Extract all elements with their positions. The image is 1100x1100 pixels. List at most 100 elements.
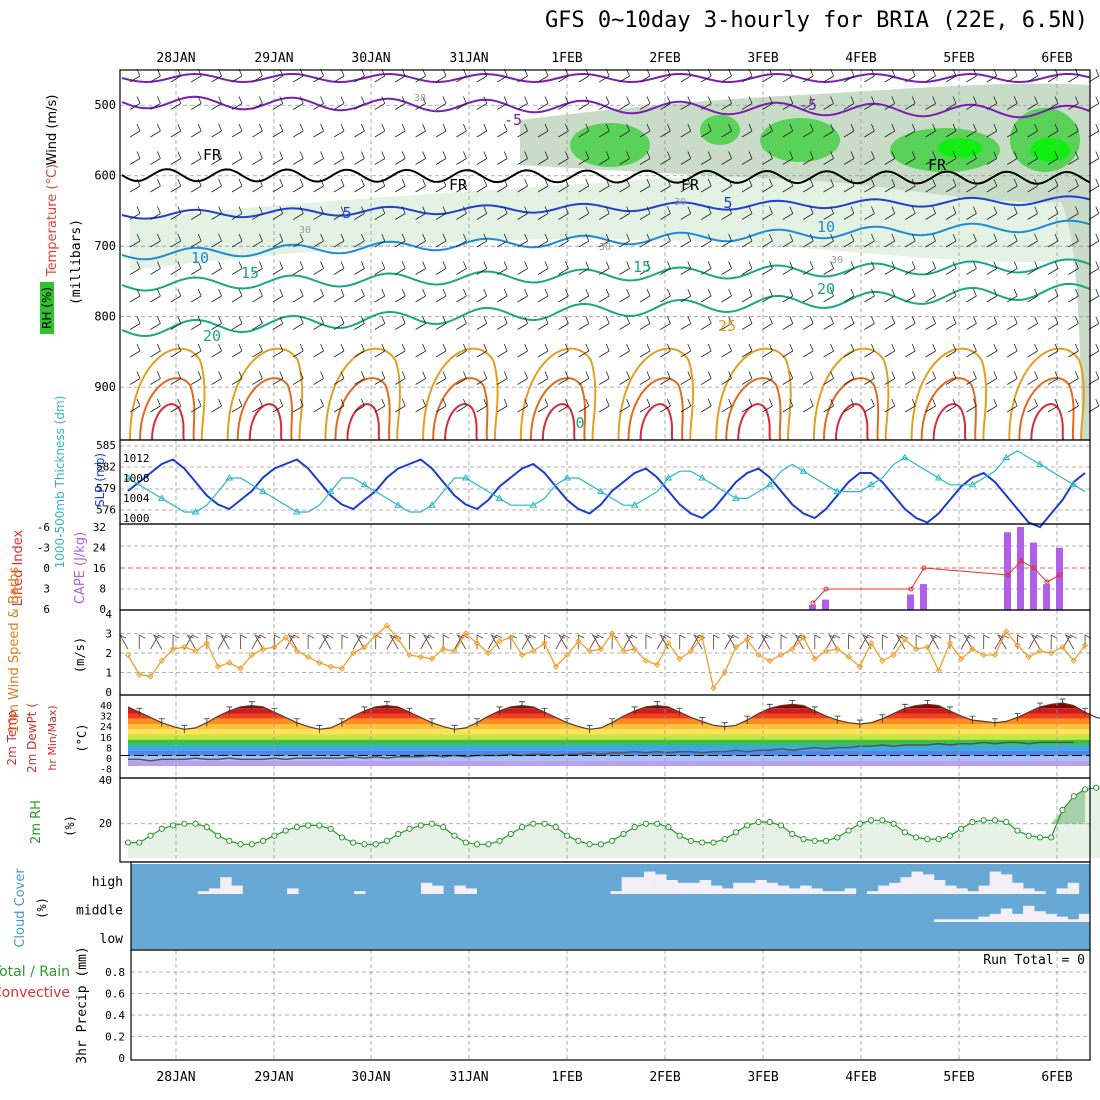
contour-label: 30 xyxy=(831,255,843,266)
wind-barb xyxy=(252,151,263,165)
wind-barb xyxy=(823,398,834,413)
temp-contour-35 xyxy=(248,403,283,441)
cloud-cell xyxy=(1034,891,1046,894)
wind-barb xyxy=(272,123,284,138)
wind-barb xyxy=(884,96,896,110)
date-label-top: 3FEB xyxy=(747,51,778,66)
wind-barb-10m xyxy=(285,634,300,650)
wind-barb xyxy=(802,178,814,193)
wind-speed-marker xyxy=(147,673,154,680)
cloud-cell xyxy=(844,888,857,894)
wind-barb xyxy=(292,123,304,138)
wind-barb xyxy=(660,343,671,358)
wind-barb xyxy=(578,178,590,193)
temp-minmax-bar xyxy=(609,718,616,727)
rh-marker xyxy=(406,825,413,832)
cape-bar xyxy=(1030,542,1037,610)
wind-barb xyxy=(741,233,753,248)
wind-barb xyxy=(966,371,977,385)
contour-label: 5 xyxy=(723,194,732,212)
wind-barb xyxy=(272,398,284,413)
temp-axis-label: 2m Temp xyxy=(5,710,19,765)
wind-barb xyxy=(864,288,875,303)
thickness-marker xyxy=(867,480,875,488)
cloud-cell xyxy=(956,888,968,894)
wind-barb xyxy=(211,261,222,275)
wind-barb xyxy=(129,288,141,303)
wind-speed-marker xyxy=(383,622,391,629)
wind-barb xyxy=(333,178,345,193)
wind-barb xyxy=(639,316,651,330)
temp-contour-25 xyxy=(812,347,890,441)
wind-barb xyxy=(619,261,630,275)
rh-marker xyxy=(1014,827,1021,834)
wind-barb xyxy=(884,398,896,413)
wind-barb xyxy=(680,261,692,275)
wind-barb xyxy=(537,96,549,110)
thickness-marker xyxy=(1002,453,1011,461)
wind-barb xyxy=(823,288,834,303)
cloud-cell xyxy=(922,874,935,894)
wind-barb xyxy=(680,371,692,385)
rh-marker xyxy=(991,817,999,824)
rh-marker xyxy=(856,820,863,827)
rh-marker xyxy=(958,825,965,832)
temp-minmax-bar xyxy=(654,701,661,710)
temp-tick-label: -8 xyxy=(100,765,112,776)
wind-barb xyxy=(537,316,549,330)
wind-barb xyxy=(537,288,549,303)
thickness-series-line xyxy=(127,450,1086,513)
wind-barb-10m xyxy=(794,634,804,650)
thickness-tick-label: 579 xyxy=(96,482,116,495)
precip-tick-label: 0.6 xyxy=(105,988,125,1001)
wind-barb xyxy=(680,316,692,330)
temperature-band xyxy=(128,724,1090,730)
rh-marker xyxy=(305,822,312,829)
wind-barb xyxy=(211,288,222,303)
wind-speed-axis-label: 10m Wind Speed & Barbs xyxy=(7,567,22,734)
wind-barb xyxy=(517,233,528,248)
temp-minmax-bar xyxy=(248,701,255,710)
lifted-index-marker xyxy=(1044,579,1050,585)
wind-barb xyxy=(558,261,569,275)
wind-barb xyxy=(945,261,957,275)
wind-barb xyxy=(1006,123,1018,138)
wind-barb xyxy=(517,123,528,138)
wind-barb xyxy=(150,206,161,220)
wind-barb xyxy=(435,151,447,165)
wind-barb xyxy=(333,151,345,165)
wind-barb xyxy=(435,123,447,138)
wind-barb xyxy=(925,151,936,165)
wind-barb xyxy=(843,261,855,275)
wind-barb xyxy=(354,398,365,413)
wind-barb xyxy=(721,233,732,248)
wind-barb xyxy=(476,233,488,248)
rh-marker xyxy=(541,820,548,827)
lifted-index-axis-label: Lifted Index xyxy=(11,529,26,606)
rh-marker xyxy=(890,820,897,827)
wind-barb xyxy=(558,343,569,358)
wind-barb xyxy=(762,151,773,165)
cloud-cell xyxy=(621,877,634,894)
cloud-cell xyxy=(465,888,477,894)
rh-marker xyxy=(924,836,931,843)
wind-barb xyxy=(700,343,712,358)
wind-barb-10m xyxy=(321,634,332,650)
wind-barb xyxy=(598,288,610,303)
wind-barb xyxy=(231,123,243,138)
cloud-cell xyxy=(1023,905,1035,922)
wind-speed-marker xyxy=(214,663,222,670)
wind-barb xyxy=(945,398,957,413)
temp-minmax-bar xyxy=(879,714,886,723)
temp-tick-label: 24 xyxy=(100,722,112,733)
wind-barb xyxy=(721,398,732,413)
wind-barb-10m xyxy=(183,634,199,650)
wind-barb xyxy=(598,123,610,138)
wind-speed-marker xyxy=(912,645,920,653)
wind-barb xyxy=(292,261,304,275)
wind-barb xyxy=(966,96,977,110)
wind-barb xyxy=(1027,288,1038,303)
cloud-cell xyxy=(610,891,622,894)
wind-barb xyxy=(252,233,263,248)
